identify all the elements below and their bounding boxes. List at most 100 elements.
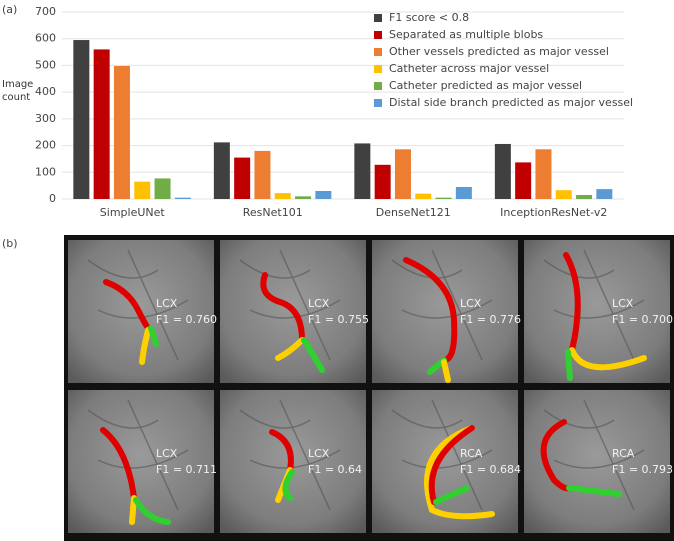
- bar: [274, 193, 291, 199]
- f1-score: F1 = 0.64: [308, 463, 362, 476]
- vessel-label: LCX: [612, 297, 634, 310]
- vessel-label: LCX: [308, 297, 330, 310]
- angiogram: LCX F1 = 0.776: [372, 240, 521, 383]
- angiogram: LCX F1 = 0.700: [524, 240, 673, 383]
- bar: [295, 196, 312, 199]
- f1-score: F1 = 0.755: [308, 313, 369, 326]
- background-vessels: [87, 399, 189, 511]
- bar: [154, 178, 171, 199]
- segmentation: [282, 469, 295, 501]
- f1-score: F1 = 0.793: [612, 463, 673, 476]
- segmentation: [441, 359, 451, 383]
- legend-label: Other vessels predicted as major vessel: [389, 45, 609, 58]
- bar: [555, 190, 572, 199]
- background-vessels: [239, 249, 341, 361]
- segmentation: [133, 497, 171, 525]
- y-axis-label: Image count: [2, 79, 34, 103]
- legend-label: Catheter across major vessel: [389, 62, 549, 75]
- segmentation: [269, 429, 294, 473]
- vessel-label: RCA: [612, 447, 635, 460]
- f1-score: F1 = 0.684: [460, 463, 521, 476]
- bar: [354, 143, 371, 199]
- x-tick-label: ResNet101: [243, 206, 303, 219]
- f1-score: F1 = 0.760: [156, 313, 217, 326]
- bar: [515, 162, 532, 199]
- background-vessels: [391, 399, 493, 511]
- bar: [394, 149, 411, 199]
- y-tick-label: 0: [49, 192, 56, 205]
- bar: [535, 149, 552, 199]
- legend-label: F1 score < 0.8: [389, 11, 469, 24]
- segmentation: [433, 485, 470, 505]
- bar: [576, 194, 593, 199]
- bar: [455, 186, 472, 199]
- vessel-label: LCX: [308, 447, 330, 460]
- segmentation: [424, 425, 495, 520]
- segmentation: [565, 349, 573, 381]
- bar: [315, 190, 332, 199]
- segmentation: [275, 337, 305, 361]
- segmentation: [428, 425, 475, 505]
- bar: [494, 143, 511, 199]
- f1-score: F1 = 0.700: [612, 313, 673, 326]
- segmentation: [129, 495, 137, 525]
- panel-label: (a): [2, 3, 17, 16]
- segmentation: [569, 347, 647, 371]
- legend-swatch: [374, 14, 382, 22]
- angiogram: LCX F1 = 0.64: [220, 390, 366, 533]
- bar: [234, 157, 251, 199]
- legend-swatch: [374, 65, 382, 73]
- f1-score: F1 = 0.776: [460, 313, 521, 326]
- angiogram: RCA F1 = 0.793: [524, 390, 673, 533]
- bar: [174, 197, 191, 199]
- x-tick-label: DenseNet121: [376, 206, 451, 219]
- x-tick-label: SimpleUNet: [100, 206, 166, 219]
- y-tick-label: 100: [35, 165, 56, 178]
- bar: [134, 181, 151, 199]
- segmentation: [301, 337, 325, 373]
- bar: [73, 40, 90, 199]
- segmentation: [563, 252, 581, 353]
- vessel-label: LCX: [460, 297, 482, 310]
- vessel-label: LCX: [156, 447, 178, 460]
- legend-label: Catheter predicted as major vessel: [389, 79, 582, 92]
- y-tick-label: 500: [35, 58, 56, 71]
- bar: [435, 197, 452, 199]
- segmentation: [566, 485, 622, 497]
- background-vessels: [543, 399, 645, 511]
- legend-label: Distal side branch predicted as major ve…: [389, 96, 633, 109]
- y-tick-label: 700: [35, 5, 56, 18]
- legend-swatch: [374, 31, 382, 39]
- y-tick-label: 200: [35, 139, 56, 152]
- vessel-label: LCX: [156, 297, 178, 310]
- bar: [415, 193, 432, 199]
- bar: [93, 49, 110, 200]
- angiogram: LCX F1 = 0.760: [68, 240, 217, 383]
- angiogram: RCA F1 = 0.684: [372, 390, 521, 533]
- bar: [596, 189, 613, 199]
- angiogram: LCX F1 = 0.711: [68, 390, 217, 533]
- segmentation: [148, 325, 159, 347]
- legend-label: Separated as multiple blobs: [389, 28, 543, 41]
- segmentation: [139, 327, 151, 365]
- segmentation: [100, 427, 137, 501]
- y-tick-label: 600: [35, 32, 56, 45]
- panel-label: (b): [2, 237, 18, 250]
- angiogram: LCX F1 = 0.755: [220, 240, 369, 383]
- segmentation: [260, 272, 305, 343]
- legend-swatch: [374, 48, 382, 56]
- bar: [213, 142, 230, 199]
- segmentation: [403, 257, 458, 363]
- x-tick-label: InceptionResNet-v2: [500, 206, 607, 219]
- background-vessels: [543, 249, 645, 361]
- y-tick-label: 400: [35, 85, 56, 98]
- f1-score: F1 = 0.711: [156, 463, 217, 476]
- legend-swatch: [374, 99, 382, 107]
- bar: [374, 164, 391, 199]
- vessel-label: RCA: [460, 447, 483, 460]
- y-tick-label: 300: [35, 112, 56, 125]
- legend-swatch: [374, 82, 382, 90]
- segmentation: [540, 419, 572, 492]
